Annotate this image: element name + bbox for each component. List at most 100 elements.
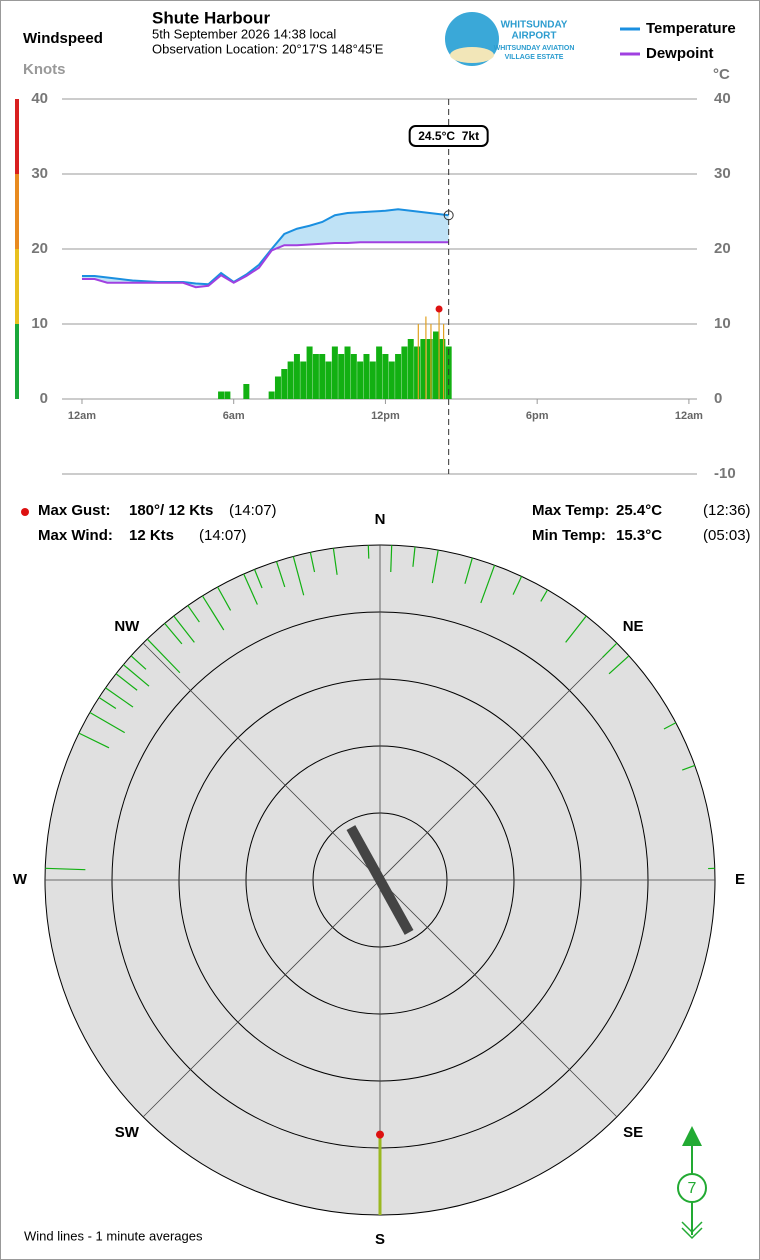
compass-label: N [375, 511, 386, 528]
wind-bar [433, 331, 440, 399]
logo-text: VILLAGE ESTATE [505, 54, 564, 61]
polar-spoke [379, 879, 618, 1118]
y2-tick-label: 20 [714, 240, 731, 257]
wind-bar [338, 354, 345, 399]
wind-direction-line [173, 615, 195, 643]
wind-direction-line [243, 573, 258, 605]
average-direction-bar [346, 825, 414, 935]
x-tick-label: 6am [223, 410, 245, 422]
logo-text: WHITSUNDAY [501, 20, 568, 31]
wind-direction-line [540, 589, 549, 602]
wind-direction-line [309, 552, 316, 573]
wind-direction-line [201, 595, 225, 631]
wind-bar [325, 361, 332, 399]
y-label: Windspeed [23, 30, 103, 47]
wind-bar [287, 361, 294, 399]
wind-bar [395, 354, 402, 399]
title: Shute Harbour [152, 8, 270, 27]
wind-bar [420, 339, 427, 399]
arrow-circle [677, 1173, 707, 1203]
wind-direction-line [292, 556, 305, 596]
wind-direction-line [332, 548, 338, 575]
wind-bar [350, 354, 357, 399]
current-speed: 7 [688, 1180, 697, 1197]
wind-direction-line [89, 711, 125, 734]
wind-direction-line [253, 569, 263, 589]
stat-label: Max Wind: [38, 527, 113, 544]
wind-bar [426, 339, 433, 399]
stat-time: (14:07) [229, 502, 277, 519]
y2-tick-label: 0 [714, 390, 722, 407]
logo-text: WHITSUNDAY AVIATION [494, 45, 575, 52]
arrow-head [682, 1126, 702, 1146]
wind-direction-line [45, 867, 86, 871]
wind-bar [281, 369, 288, 399]
x-tick-label: 12am [68, 410, 96, 422]
compass-label: SW [115, 1124, 140, 1141]
wind-direction-line [565, 615, 587, 643]
wind-direction-line [512, 576, 523, 595]
y2-tick-label: 30 [714, 165, 731, 182]
stat-label: Max Gust: [38, 502, 111, 519]
wind-direction-line [122, 664, 150, 687]
wind-bar [344, 346, 351, 399]
wind-direction-line [98, 697, 117, 709]
wind-bar [407, 339, 414, 399]
wind-bar [388, 361, 395, 399]
wind-direction-line [115, 673, 138, 691]
wind-bar [439, 339, 446, 399]
y-units: Knots [23, 61, 66, 78]
wind-bar [224, 391, 231, 399]
wind-direction-line [217, 586, 232, 611]
compass-label: SE [623, 1124, 643, 1141]
wind-bar [274, 376, 281, 399]
wind-bar [319, 354, 326, 399]
polar-spoke [379, 642, 618, 881]
series-line [81, 208, 449, 286]
arrow-feathers [681, 1221, 703, 1240]
polar-spoke [142, 879, 381, 1118]
wind-direction-line [602, 642, 618, 658]
tooltip-text: 24.5°C 7kt [418, 129, 479, 143]
y-tick-label: 20 [31, 240, 48, 257]
compass-label: NW [114, 618, 140, 635]
logo: WHITSUNDAY AIRPORT WHITSUNDAY AVIATION V… [445, 12, 574, 66]
x-tick-label: 12am [675, 410, 703, 422]
max-gust-marker [376, 1130, 384, 1139]
wind-bar [414, 346, 421, 399]
compass-label: W [13, 871, 28, 888]
wind-direction-line [390, 545, 393, 573]
stat-value: 180°/ 12 Kts [129, 502, 213, 519]
footer: Wind lines - 1 minute averages [24, 1228, 203, 1243]
wind-bar [357, 361, 364, 399]
wind-direction-line [431, 549, 439, 584]
compass-label: S [375, 1231, 385, 1248]
wind-direction-line [275, 561, 286, 588]
speed-band [15, 99, 19, 174]
wind-direction-line [78, 732, 110, 749]
wind-bar [306, 346, 313, 399]
stat-value: 15.3°C [616, 527, 662, 544]
wind-direction-line [164, 622, 183, 645]
series-line [81, 241, 449, 289]
compass-label: E [735, 871, 745, 888]
wind-bar [369, 361, 376, 399]
wind-direction-line [681, 764, 696, 771]
wind-bar [293, 354, 300, 399]
wind-bar [376, 346, 383, 399]
wind-direction-line [412, 546, 416, 567]
wind-bar [218, 391, 225, 399]
wind-bar [312, 354, 319, 399]
wind-direction-line [464, 557, 473, 584]
wind-bar [331, 346, 338, 399]
y2-units: °C [713, 66, 730, 83]
stat-value: 25.4°C [616, 502, 662, 519]
y2-tick-label: 40 [714, 90, 731, 107]
speed-band [15, 249, 19, 324]
wind-direction-line [187, 605, 200, 623]
wind-bar [268, 391, 275, 399]
date: 5th September 2026 14:38 local [152, 26, 336, 41]
y-tick-label: 0 [40, 390, 48, 407]
wind-direction-line [608, 655, 630, 675]
stat-label: Min Temp: [532, 527, 606, 544]
